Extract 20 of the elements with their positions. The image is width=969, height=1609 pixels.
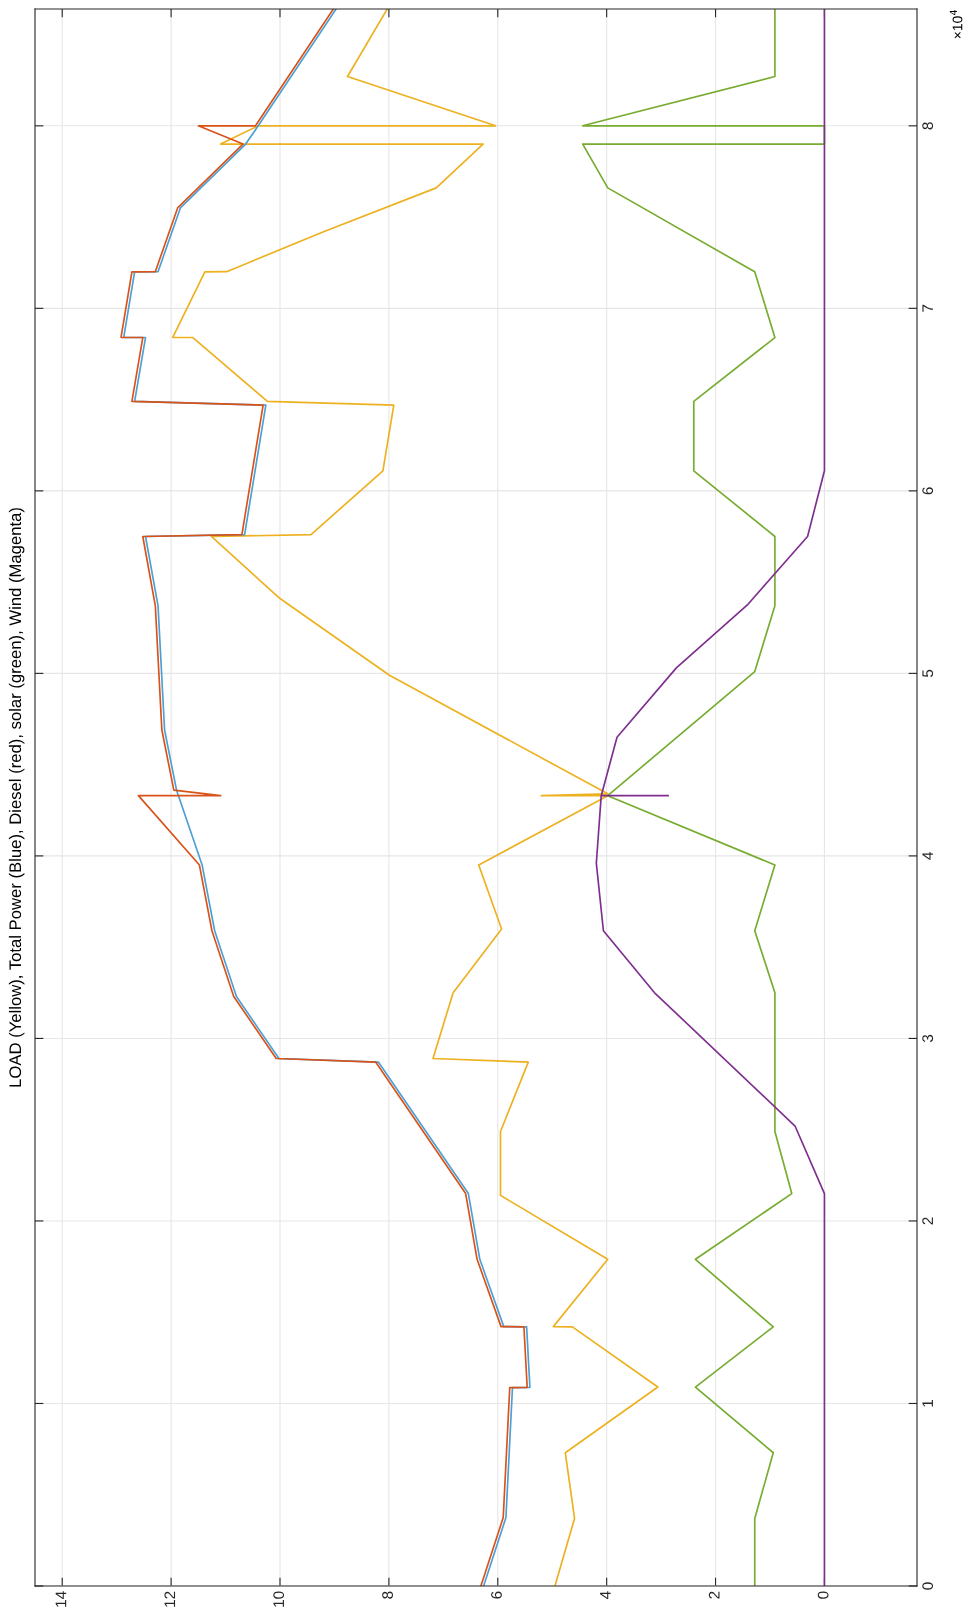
x-tick-label: 4: [600, 1591, 611, 1600]
y-tick-label: 3: [922, 1034, 934, 1043]
x-tick-label: 0: [817, 1591, 829, 1599]
y-tick-label: 8: [922, 122, 934, 130]
x-tick-label: 12: [164, 1591, 176, 1607]
y-tick-label: 5: [922, 669, 934, 678]
x-tick-label: 14: [55, 1591, 67, 1607]
y-tick-label: 7: [922, 304, 933, 312]
text: LOAD (Yellow), Total Power (Blue), Diesel (red), solar (green), Wind (Magenta): [8, 508, 25, 1087]
y-tick-label: 1: [922, 1399, 933, 1407]
x-tick-label: 10: [273, 1591, 285, 1607]
y-tick-label: 0: [922, 1582, 934, 1590]
line-series: [171, 9, 659, 1586]
x-tick-label: 2: [708, 1591, 720, 1599]
y-tick-label: 4: [922, 852, 933, 860]
text: ×10$^{4}$: [949, 9, 963, 39]
x-tick-label: 6: [491, 1591, 502, 1599]
x-tick-label: 8: [382, 1591, 393, 1599]
y-tick-label: 6: [922, 487, 934, 495]
y-tick-label: 2: [922, 1217, 933, 1225]
